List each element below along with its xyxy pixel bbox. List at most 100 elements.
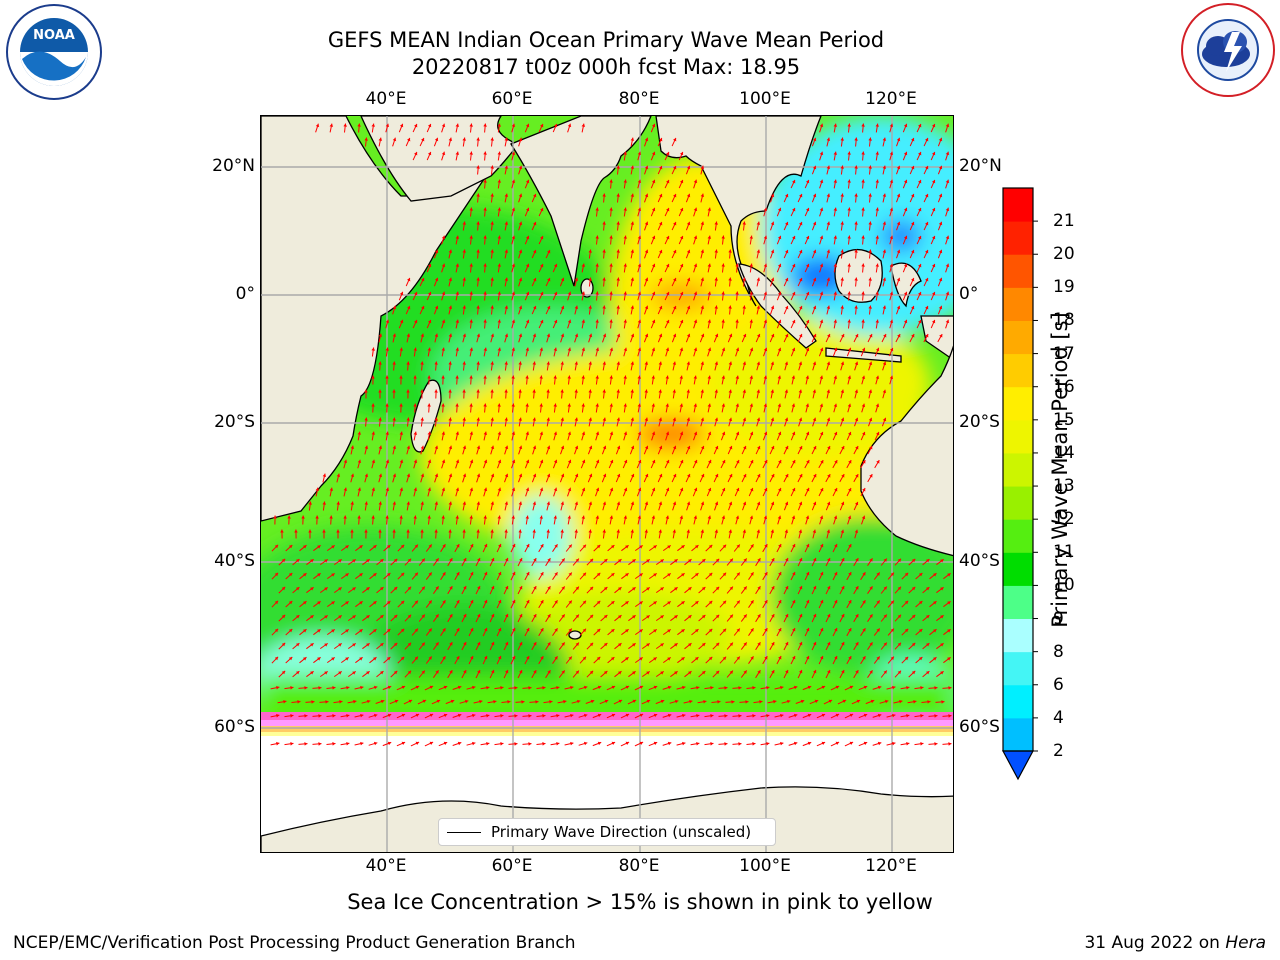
wave-arrow-head [441, 375, 445, 379]
wave-arrow-head [658, 417, 663, 421]
wave-arrow-head [329, 123, 334, 127]
wave-arrow-head [567, 431, 572, 435]
wave-arrow-head [715, 670, 720, 675]
wave-arrow-head [553, 263, 558, 268]
wave-arrow-head [933, 629, 937, 633]
wave-arrow-head [421, 558, 425, 562]
wave-arrow-head [792, 207, 796, 212]
wave-arrow-head [812, 417, 817, 422]
wave-arrow-head [673, 473, 677, 478]
wave-arrow-head [568, 600, 572, 604]
wave-arrow-head [490, 249, 494, 253]
wave-arrow-head [715, 445, 719, 450]
wave-arrow-head [553, 123, 558, 128]
wave-arrow-head [672, 389, 676, 393]
wave-arrow-head [869, 446, 873, 450]
wave-arrow-head [371, 375, 375, 379]
wave-arrow-head [890, 572, 894, 576]
wave-arrow-head [644, 165, 649, 170]
wave-arrow-head [317, 601, 321, 605]
wave-arrow-head [315, 123, 320, 128]
lon-tick-top: 100°E [739, 89, 791, 109]
wave-arrow-head [896, 277, 901, 282]
wave-arrow-head [693, 487, 698, 492]
wave-arrow-head [511, 515, 515, 519]
wave-arrow-head [791, 375, 796, 379]
wave-arrow-head [596, 628, 601, 633]
wave-arrow-head [728, 249, 732, 253]
wave-arrow-head [862, 656, 866, 660]
wave-arrow-head [911, 249, 915, 254]
wave-arrow-head [826, 501, 831, 506]
wave-arrow-head [414, 123, 418, 128]
wave-arrow-head [490, 417, 494, 421]
wave-arrow-head [812, 529, 817, 533]
wave-arrow-head [353, 699, 357, 704]
wave-arrow-head [814, 699, 819, 704]
wave-arrow-head [665, 375, 669, 379]
wave-arrow-head [539, 515, 543, 519]
wave-arrow-head [918, 179, 922, 184]
wave-arrow-head [785, 333, 789, 338]
wave-arrow-head [869, 558, 873, 562]
wave-arrow-head [742, 529, 747, 533]
wave-arrow-head [616, 165, 620, 169]
wave-arrow-head [456, 600, 460, 604]
wave-arrow-head [778, 487, 782, 492]
wave-arrow-head [639, 713, 644, 717]
land-madagascar [410, 379, 442, 453]
wave-arrow-head [385, 403, 389, 407]
wave-arrow-head [819, 375, 824, 379]
wave-arrow-head [346, 686, 350, 690]
wave-arrow-head [848, 628, 852, 632]
wave-arrow-head [819, 123, 824, 128]
wave-arrow-head [666, 207, 670, 212]
wave-arrow-head [862, 431, 866, 436]
wave-arrow-head [455, 459, 460, 464]
wave-arrow-head [833, 515, 838, 520]
wave-arrow-head [371, 347, 375, 351]
wave-arrow-head [841, 558, 845, 562]
wave-arrow-head [385, 487, 390, 491]
wave-arrow-head [771, 614, 775, 618]
wave-arrow-head [427, 347, 431, 351]
wave-arrow-head [632, 699, 637, 703]
wave-arrow-head [511, 403, 515, 407]
wave-arrow-head [588, 529, 592, 533]
wave-arrow-head [700, 305, 705, 309]
wave-arrow-head [546, 529, 550, 533]
wave-arrow-head [651, 151, 656, 156]
wave-arrow-head [455, 151, 460, 155]
wave-arrow-head [674, 587, 678, 591]
wave-arrow-head [625, 629, 629, 633]
wave-arrow-head [841, 446, 845, 450]
wave-arrow-head [567, 291, 572, 296]
wave-arrow-head [721, 235, 725, 239]
wave-arrow-head [749, 319, 753, 323]
wave-arrow-head [679, 291, 684, 296]
wave-arrow-head [637, 375, 641, 379]
wave-arrow-head [906, 742, 910, 746]
wave-arrow-head [274, 572, 279, 577]
wave-arrow-head [490, 445, 495, 450]
wave-arrow-head [553, 347, 558, 351]
wave-arrow-head [933, 573, 937, 577]
wave-arrow-head [588, 389, 592, 393]
wave-arrow-head [714, 333, 719, 338]
wave-arrow-head [570, 685, 574, 690]
wave-arrow-head [651, 291, 656, 296]
wave-arrow-head [462, 277, 466, 281]
wave-arrow-head [519, 670, 523, 674]
wave-arrow-head [350, 445, 355, 449]
wave-arrow-head [420, 361, 424, 365]
wave-arrow-head [742, 333, 747, 338]
wave-arrow-head [476, 529, 480, 533]
wave-arrow-head [812, 221, 817, 226]
wave-arrow-head [743, 670, 747, 674]
wave-arrow-head [750, 460, 754, 464]
wave-arrow-head [547, 614, 551, 618]
wave-arrow-head [644, 529, 648, 533]
wave-arrow-head [511, 459, 516, 464]
wave-arrow-head [399, 291, 404, 296]
wave-arrow-head [630, 249, 635, 253]
